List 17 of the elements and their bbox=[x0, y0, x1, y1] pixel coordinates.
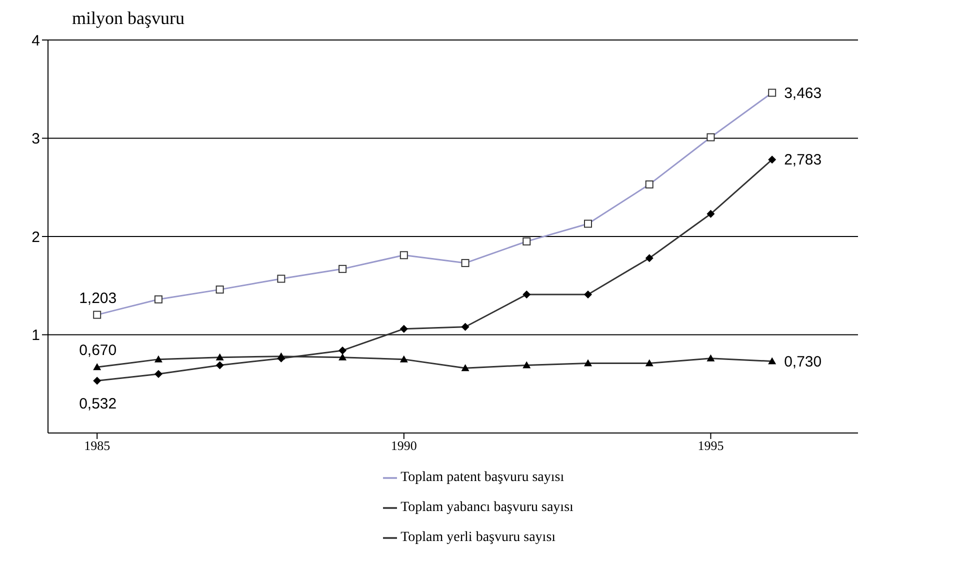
y-tick-label: 3 bbox=[32, 130, 40, 148]
data-label: 2,783 bbox=[784, 152, 822, 169]
y-axis-title: milyon başvuru bbox=[72, 8, 184, 29]
data-label: 3,463 bbox=[784, 84, 822, 102]
legend-label: Toplam yerli başvuru sayısı bbox=[400, 530, 556, 545]
data-label: 0,670 bbox=[79, 342, 117, 360]
y-tick-label: 2 bbox=[32, 228, 40, 246]
data-label: 0,730 bbox=[784, 353, 822, 370]
legend-label: Toplam patent başvuru sayısı bbox=[400, 470, 564, 485]
y-tick-label: 4 bbox=[32, 32, 40, 50]
data-label: 1,203 bbox=[79, 290, 117, 307]
y-tick-label: 1 bbox=[32, 327, 40, 344]
x-tick-label: 1995 bbox=[698, 438, 724, 454]
legend-label: Toplam yabancı başvuru sayısı bbox=[400, 500, 574, 515]
data-label: 0,532 bbox=[79, 396, 117, 413]
x-tick-label: 1990 bbox=[390, 438, 417, 454]
x-tick-label: 1985 bbox=[84, 438, 110, 454]
